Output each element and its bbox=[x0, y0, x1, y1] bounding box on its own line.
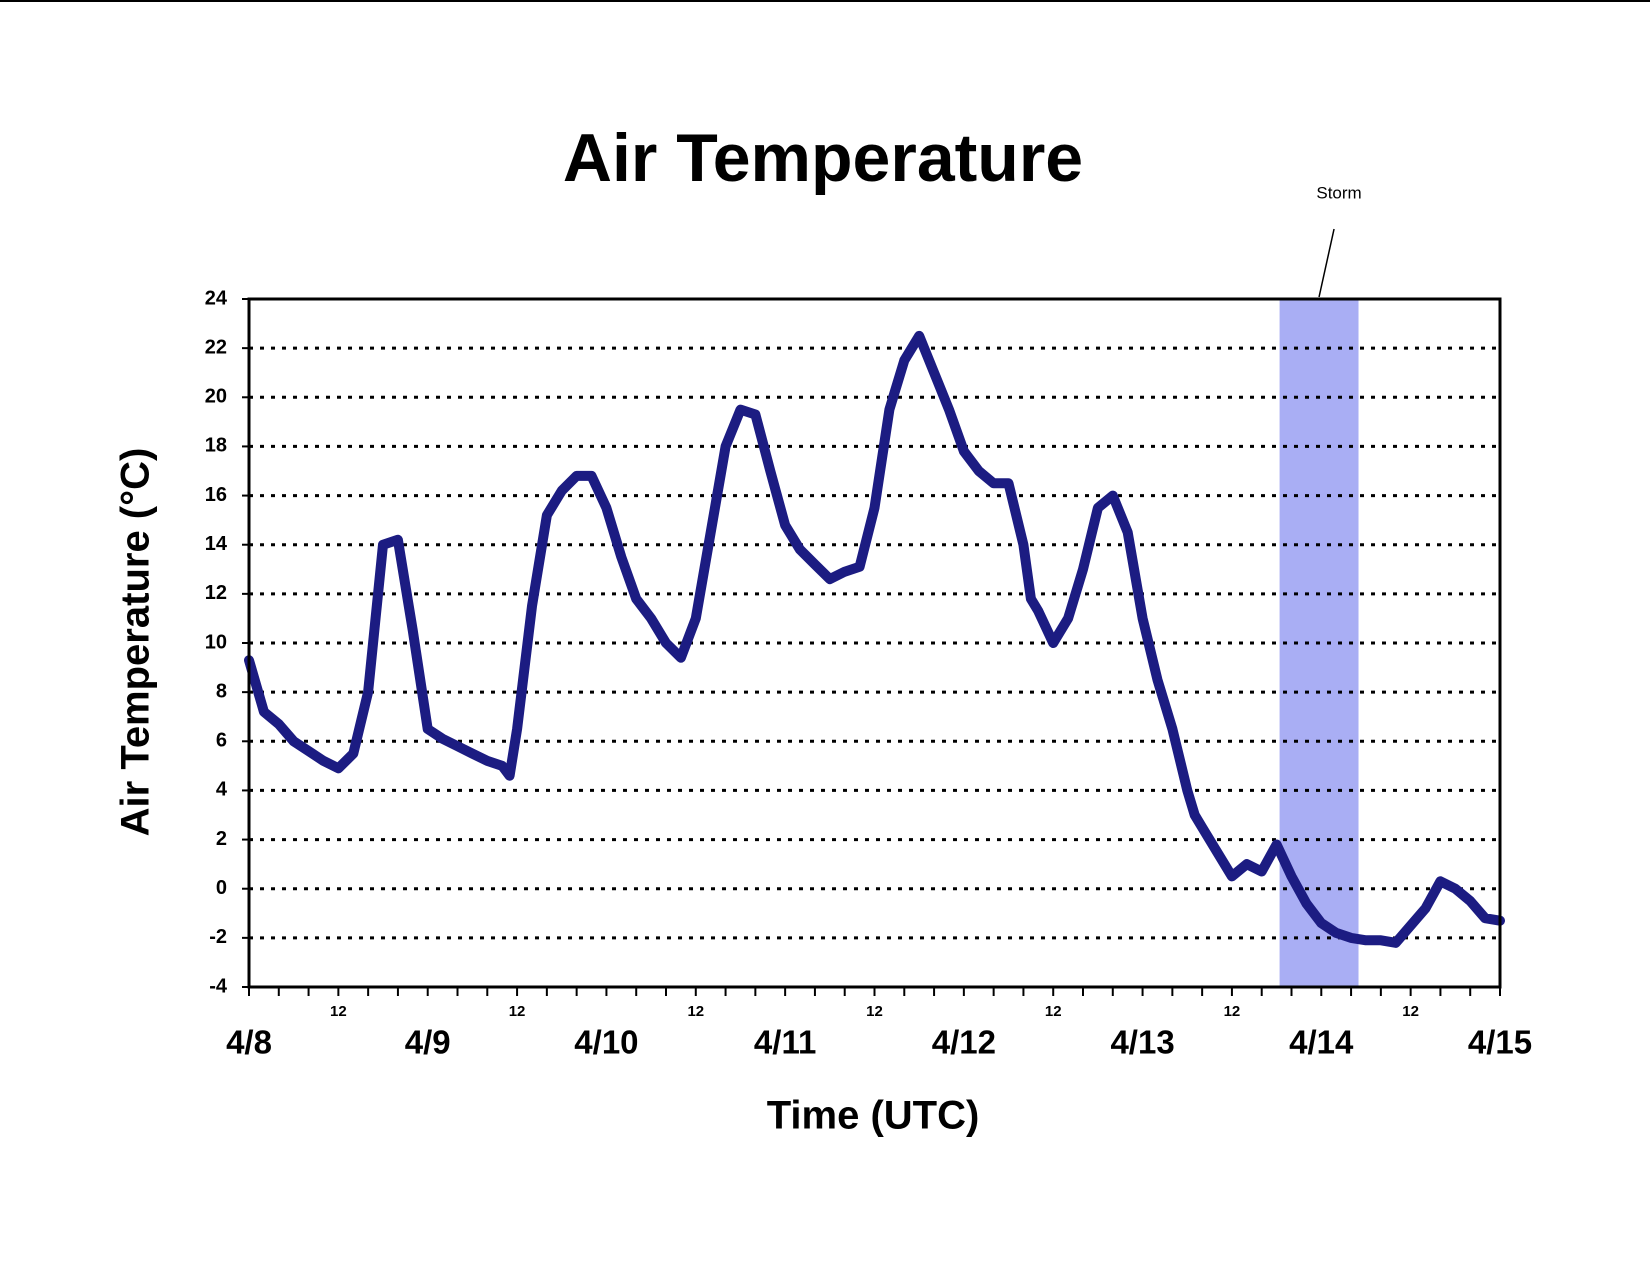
y-tick-label: 22 bbox=[205, 336, 227, 358]
y-tick-label: -4 bbox=[209, 975, 228, 997]
y-tick-label: 6 bbox=[216, 730, 227, 752]
x-day-label: 4/8 bbox=[226, 1024, 272, 1061]
chart-title: Air Temperature bbox=[563, 120, 1083, 196]
x-day-label: 4/12 bbox=[932, 1024, 996, 1061]
plot-frame bbox=[247, 297, 1502, 989]
x-day-label: 4/10 bbox=[574, 1024, 638, 1061]
annotation-label: Storm bbox=[1316, 183, 1361, 202]
temperature-line bbox=[244, 330, 1505, 948]
y-tick-label: 24 bbox=[205, 287, 228, 309]
y-tick-label: 8 bbox=[216, 680, 227, 702]
x-hour-label: 12 bbox=[687, 1003, 704, 1020]
y-tick-label: 14 bbox=[205, 533, 228, 555]
y-tick-label: 18 bbox=[205, 435, 227, 457]
y-tick-label: 12 bbox=[205, 582, 227, 604]
y-tick-label: -2 bbox=[209, 926, 227, 948]
x-day-label: 4/15 bbox=[1468, 1024, 1532, 1061]
x-hour-label: 12 bbox=[866, 1003, 883, 1020]
y-tick-label: 2 bbox=[216, 828, 227, 850]
y-tick-label: 0 bbox=[216, 877, 227, 899]
x-day-label: 4/9 bbox=[405, 1024, 451, 1061]
y-tick-label: 16 bbox=[205, 484, 227, 506]
y-tick-label: 10 bbox=[205, 631, 227, 653]
x-day-label: 4/11 bbox=[754, 1024, 816, 1061]
x-hour-label: 12 bbox=[330, 1003, 347, 1020]
annotation-leader bbox=[1318, 228, 1335, 298]
x-day-label: 4/13 bbox=[1110, 1024, 1174, 1061]
x-hour-label: 12 bbox=[1045, 1003, 1062, 1020]
x-axis-label: Time (UTC) bbox=[767, 1094, 980, 1138]
x-hour-label: 12 bbox=[509, 1003, 526, 1020]
x-hour-label: 12 bbox=[1224, 1003, 1241, 1020]
x-hour-label: 12 bbox=[1402, 1003, 1419, 1020]
y-axis-label: Air Temperature (°C) bbox=[114, 448, 158, 837]
y-tick-label: 4 bbox=[216, 779, 228, 801]
x-day-label: 4/14 bbox=[1289, 1024, 1354, 1061]
y-tick-label: 20 bbox=[205, 386, 227, 408]
